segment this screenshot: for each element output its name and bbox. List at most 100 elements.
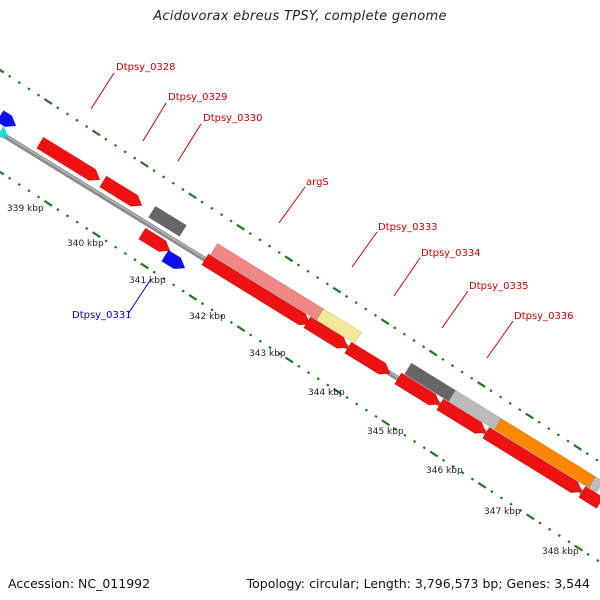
outer-scale-dot	[316, 275, 320, 280]
inner-scale-dot	[17, 182, 21, 187]
inner-scale-dot	[43, 199, 53, 207]
inner-scale-dot	[249, 333, 253, 337]
outer-scale-dot	[200, 200, 204, 204]
gene-feature-dtpsy-0333[interactable]	[316, 308, 362, 344]
outer-scale-dot	[27, 87, 31, 91]
outer-scale-dot	[499, 395, 503, 399]
gene-label-dtpsy-0330[interactable]: Dtpsy_0330	[203, 113, 263, 124]
inner-scale-dot	[374, 414, 378, 419]
inner-scale-dot	[364, 408, 369, 412]
tick-label-347: 347 kbp	[484, 507, 521, 517]
inner-scale-dot	[133, 258, 137, 262]
outer-scale-dot	[428, 349, 438, 357]
gene-feature-edge-grey[interactable]	[588, 475, 600, 494]
gene-feature-inner-edge[interactable]	[578, 485, 600, 510]
gene-label-dtpsy-0336[interactable]: Dtpsy_0336	[514, 311, 574, 322]
outer-scale-dot	[595, 458, 599, 462]
inner-scale-dot	[429, 450, 439, 458]
outer-scale-dot	[56, 106, 60, 110]
outer-scale-dot	[332, 286, 342, 294]
gene-label-dtpsy-0335[interactable]: Dtpsy_0335	[469, 281, 529, 292]
leader-line	[351, 231, 378, 268]
inner-scale-dot	[567, 540, 571, 544]
outer-scale-dot	[123, 150, 127, 154]
inner-scale-dot	[355, 402, 359, 406]
outer-scale-dot	[219, 213, 224, 217]
outer-scale-dot	[140, 160, 149, 168]
outer-scale-dot	[508, 401, 512, 405]
outer-scale-dot	[477, 381, 486, 388]
tick-label-341: 341 kbp	[129, 276, 166, 286]
outer-scale-dot	[85, 125, 89, 129]
inner-scale-dot	[236, 325, 246, 333]
outer-scale-dot	[373, 313, 378, 317]
outer-scale-dot	[258, 238, 262, 242]
inner-scale-dot	[85, 226, 89, 230]
outer-scale-dot	[152, 169, 156, 173]
inner-scale-dot	[123, 251, 127, 256]
gene-label-dtpsy-0329[interactable]: Dtpsy_0329	[168, 92, 228, 103]
gene-feature-inner-2[interactable]	[201, 253, 311, 326]
outer-scale-dot	[547, 426, 551, 431]
inner-scale-dot	[326, 383, 330, 387]
inner-scale-dot	[104, 239, 108, 243]
outer-scale-dot	[306, 269, 310, 273]
leader-line	[486, 320, 514, 359]
gene-label-dtpsy-0331[interactable]: Dtpsy_0331	[72, 310, 132, 321]
inner-scale-dot	[451, 464, 455, 469]
gene-feature-dtpsy-0331[interactable]	[161, 249, 186, 270]
outer-scale-dot	[441, 357, 445, 361]
inner-scale-dot	[306, 370, 311, 375]
outer-scale-dot	[181, 187, 185, 192]
gene-feature-inner-6[interactable]	[436, 398, 487, 434]
outer-scale-dot	[75, 118, 79, 122]
gene-feature-inner-3[interactable]	[303, 316, 349, 349]
outer-scale-dot	[393, 326, 397, 330]
leader-line	[393, 257, 421, 297]
outer-scale-dot	[104, 137, 108, 141]
gene-feature-inner-4[interactable]	[344, 341, 391, 375]
gene-feature-dtpsy-0328[interactable]	[36, 136, 101, 181]
gene-label-args[interactable]: argS	[306, 177, 329, 188]
gene-features	[0, 109, 600, 510]
gene-feature-inner-5[interactable]	[394, 372, 441, 406]
gene-feature-dtpsy-0330[interactable]	[148, 205, 187, 237]
leader-line	[278, 186, 306, 224]
gene-label-dtpsy-0333[interactable]: Dtpsy_0333	[378, 222, 438, 233]
outer-scale-dot	[65, 112, 69, 116]
gene-feature-dtpsy-0329[interactable]	[99, 175, 143, 207]
tick-label-344: 344 kbp	[308, 388, 345, 398]
inner-scale-dot	[56, 208, 60, 212]
inner-scale-dot	[171, 283, 176, 287]
outer-scale-dot	[556, 433, 560, 437]
inner-scale-dot	[258, 339, 262, 343]
outer-scale-dot	[460, 370, 464, 374]
tick-label-345: 345 kbp	[367, 427, 404, 437]
gene-feature-cyan-edge[interactable]	[0, 125, 9, 138]
gene-feature-args[interactable]	[210, 242, 324, 321]
inner-scale-dot	[381, 419, 391, 427]
gene-feature-blue-edge[interactable]	[0, 109, 17, 128]
outer-scale-dot	[91, 129, 101, 137]
gene-label-dtpsy-0334[interactable]: Dtpsy_0334	[421, 248, 481, 259]
gene-labels: Dtpsy_0328 Dtpsy_0329 Dtpsy_0330 argS Dt…	[72, 62, 574, 322]
outer-scale-dot	[573, 444, 583, 451]
outer-scale-dot	[8, 74, 12, 78]
outer-scale-dot	[364, 307, 368, 311]
gene-label-dtpsy-0328[interactable]: Dtpsy_0328	[116, 62, 176, 73]
inner-scale-dot	[268, 345, 272, 350]
outer-scale-dot	[402, 332, 406, 336]
gene-feature-inner-1[interactable]	[138, 227, 171, 253]
leader-line	[90, 72, 115, 110]
inner-scale-dot	[586, 552, 590, 556]
inner-scale-dot	[403, 433, 407, 437]
outer-scale-dot	[210, 206, 214, 210]
tick-label-339: 339 kbp	[7, 204, 44, 214]
inner-scale-dot	[596, 559, 600, 563]
outer-scale-dot	[188, 192, 197, 200]
inner-scale-dot	[8, 176, 12, 180]
inner-scale-dot	[574, 544, 583, 552]
gene-feature-inner-7[interactable]	[482, 426, 583, 494]
outer-scale-dot	[344, 294, 349, 299]
